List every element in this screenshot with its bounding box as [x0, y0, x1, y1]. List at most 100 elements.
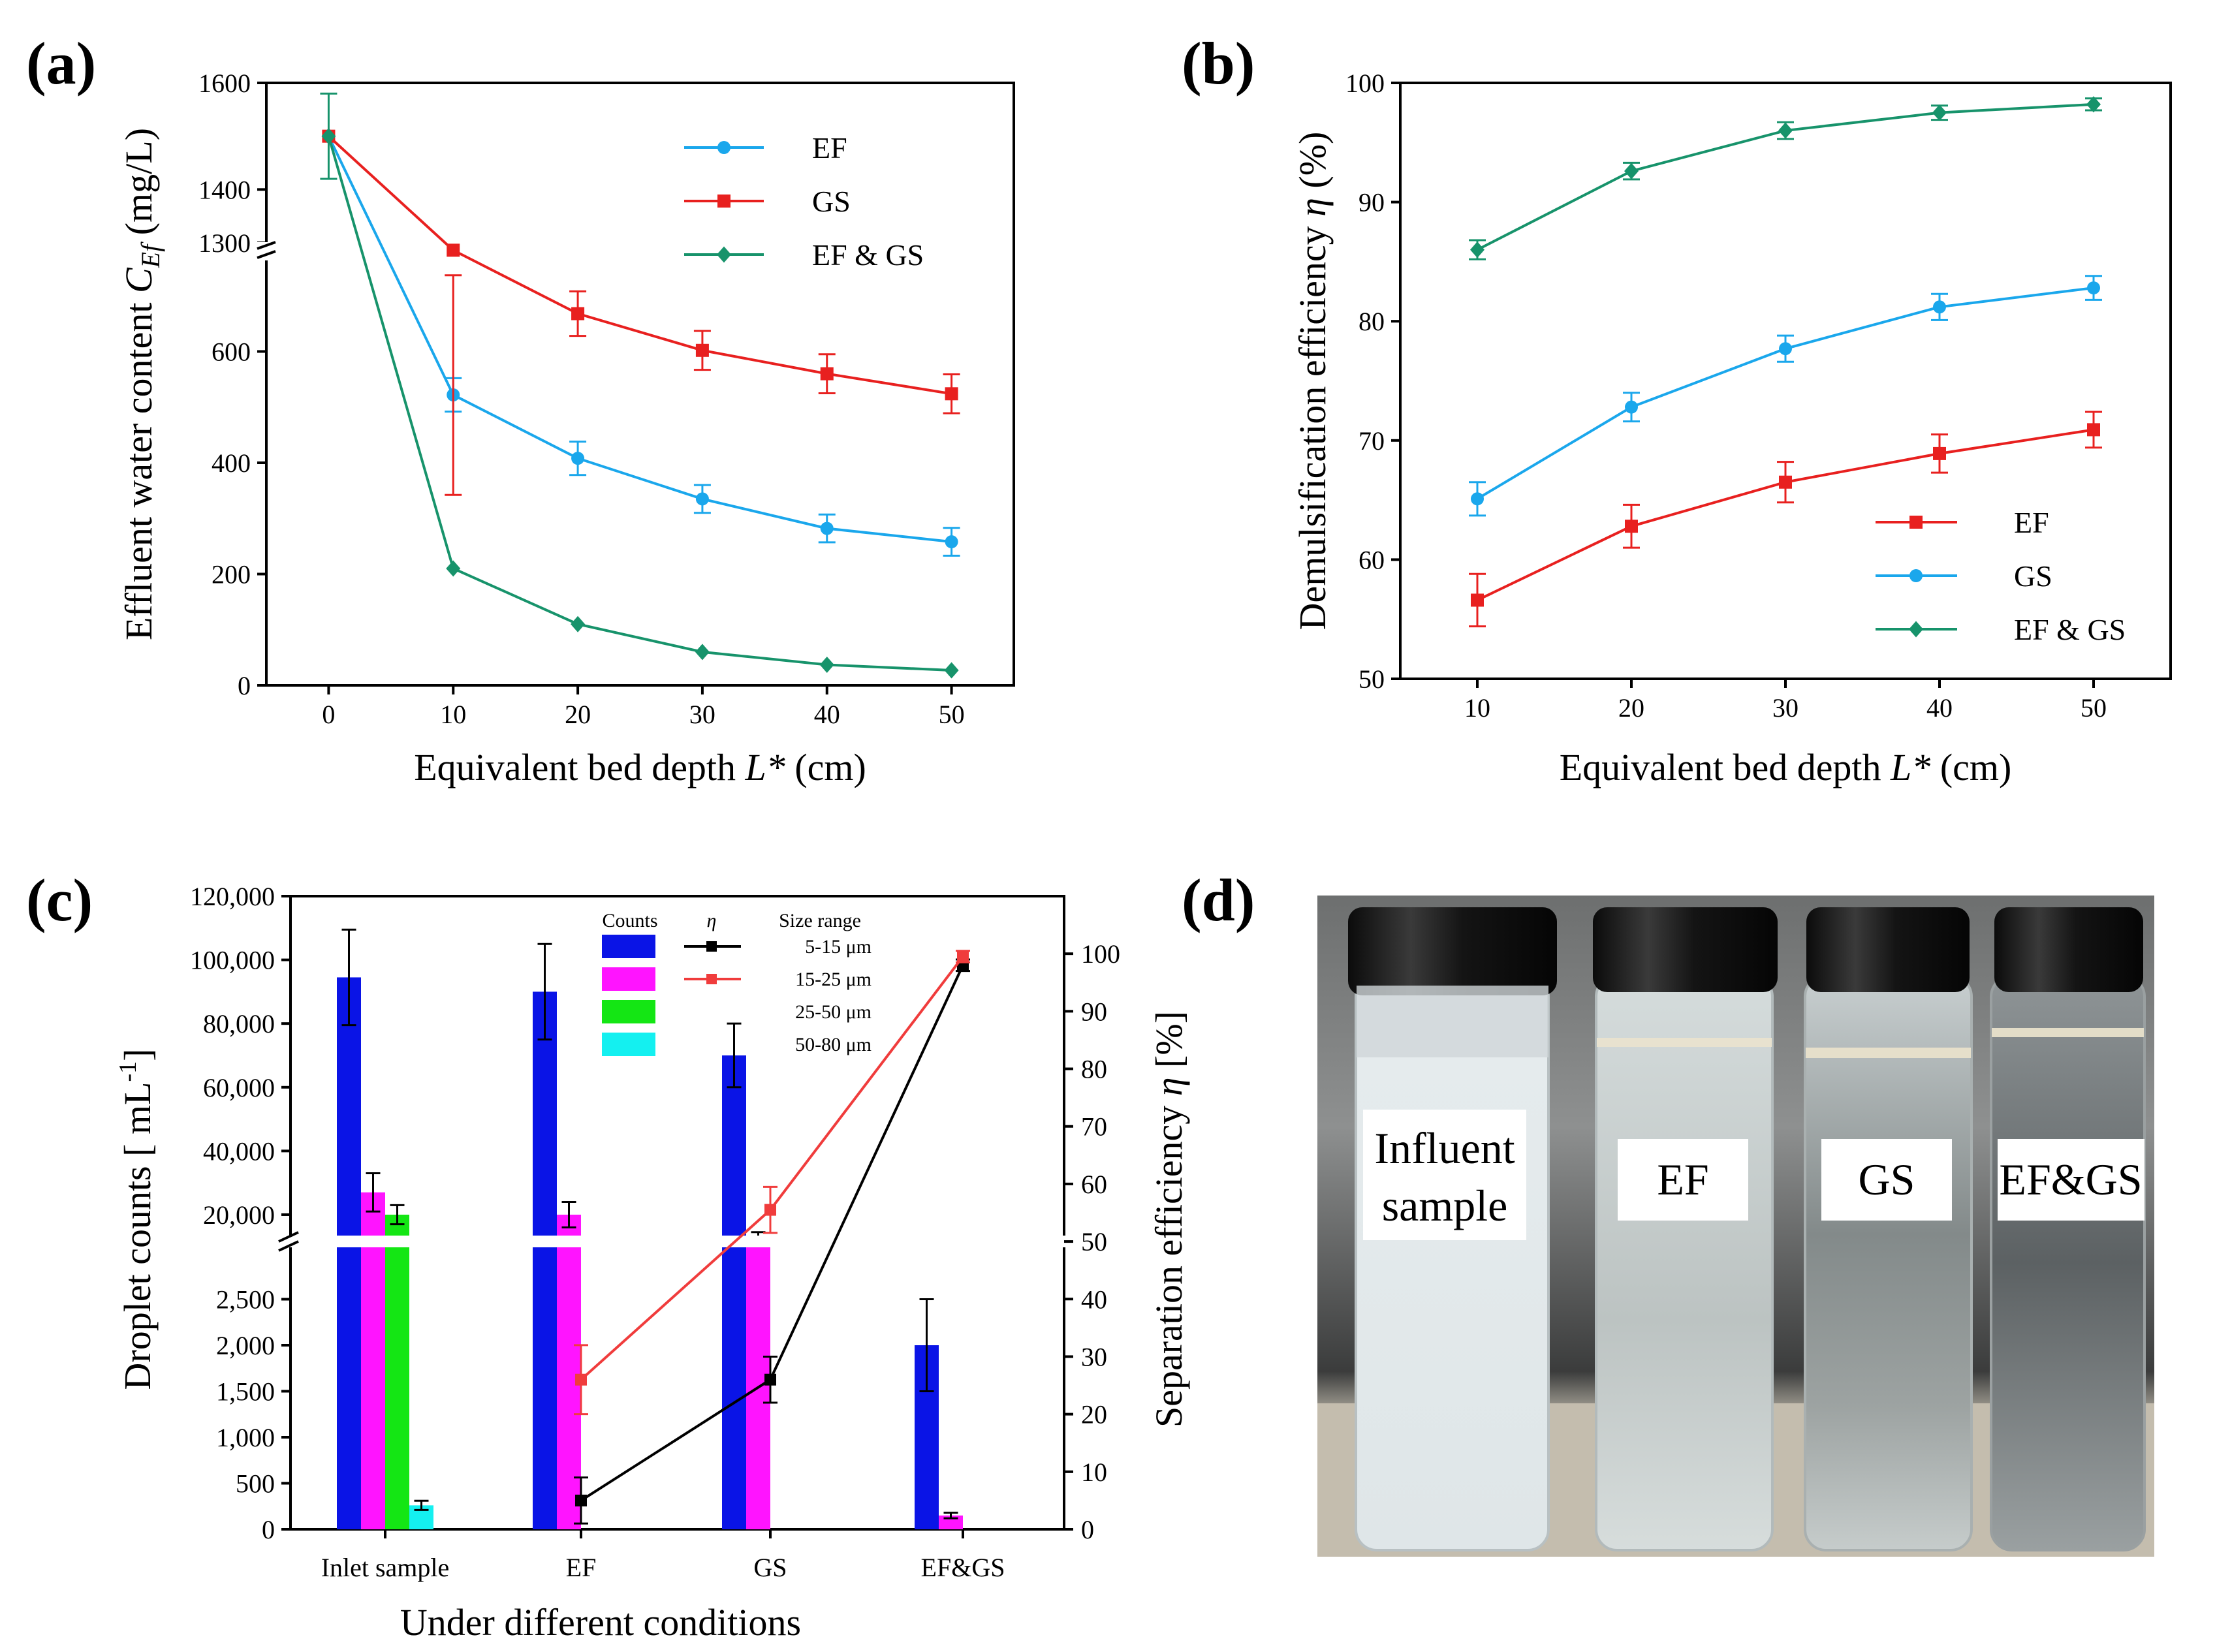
- legend-swatch: [602, 935, 655, 958]
- data-point: [321, 128, 336, 145]
- plot-frame: [265, 82, 1015, 687]
- legend-label: EF & GS: [812, 238, 924, 272]
- legend-label: GS: [2014, 559, 2052, 593]
- x-tick-label: EF&GS: [921, 1553, 1005, 1582]
- legend-label: 5-15 μm: [805, 936, 872, 958]
- data-point: [717, 141, 730, 154]
- bar-series-3: [385, 1204, 409, 1529]
- y-tick-label: 500: [236, 1469, 275, 1499]
- legend-label: GS: [812, 185, 851, 218]
- series-ef: [1469, 411, 2102, 628]
- vial-label-box: [1618, 1139, 1748, 1221]
- plot-frame: [1399, 82, 2172, 680]
- y2-tick-label: 60: [1081, 1170, 1107, 1199]
- y-tick-label: 60: [1359, 545, 1385, 574]
- y-tick-label: 0: [262, 1515, 275, 1544]
- vial-cap: [1994, 907, 2143, 992]
- data-point: [1779, 342, 1792, 356]
- data-point: [944, 662, 959, 679]
- data-point: [447, 243, 460, 257]
- panel-label-b: (b): [1182, 30, 1255, 97]
- data-point: [1779, 475, 1792, 489]
- series-line: [1477, 428, 2094, 602]
- data-point: [695, 644, 710, 661]
- data-point: [1909, 516, 1923, 529]
- x-tick-label: 50: [2081, 693, 2107, 723]
- bar: [337, 977, 361, 1529]
- photo-vials: Influent sample EF GS EF&GS: [1317, 896, 2154, 1557]
- data-point: [945, 387, 958, 401]
- panel-label-a: (a): [26, 30, 96, 97]
- chart-a: 0 10 20 30 40 50 0 200 400 600 1300 1400 1600 Equival…: [118, 69, 1015, 788]
- series-line: [328, 135, 952, 396]
- y2-axis-label: Separation efficiency η [%]: [1148, 1011, 1190, 1427]
- data-point: [446, 560, 461, 577]
- data-point: [2086, 96, 2101, 113]
- data-point: [1625, 520, 1638, 533]
- legend-header: Size range: [779, 910, 861, 931]
- vial-gs: GS: [1804, 907, 1973, 1551]
- y-tick-label: 1300: [198, 228, 251, 258]
- x-tick-label: 0: [322, 700, 335, 729]
- bar-series-4: [409, 1499, 433, 1529]
- y-tick-label: 2,000: [216, 1331, 275, 1360]
- series-gs: [322, 129, 960, 496]
- x-tick-label: 50: [939, 700, 965, 729]
- vial-cap: [1806, 907, 1970, 992]
- vial-oil-band: [1806, 1048, 1971, 1058]
- vial-body: [1804, 974, 1973, 1551]
- legend-label: 25-50 μm: [795, 1001, 872, 1023]
- data-point: [706, 941, 717, 952]
- legend-label: 15-25 μm: [795, 969, 872, 990]
- x-tick-label: Inlet sample: [321, 1553, 450, 1582]
- vial-influent: Influent sample: [1348, 907, 1557, 1551]
- vial-ef: EF: [1593, 907, 1778, 1551]
- legend-label: EF & GS: [2014, 613, 2126, 646]
- chart-b: 10 20 30 40 50 50 60 70 80 90 100 Equivalent bed de…: [1291, 69, 2172, 788]
- data-point: [571, 616, 586, 632]
- vial-label-line1: Influent: [1374, 1123, 1515, 1173]
- y-tick-label: 40,000: [203, 1136, 275, 1166]
- legend: Counts η Size range 5-15 μm 15-25 μm 25-50 μm…: [602, 910, 872, 1056]
- x-tick-label: 10: [440, 700, 466, 729]
- data-point: [819, 656, 834, 673]
- vial-label-box: [1821, 1139, 1952, 1221]
- series-ef-gs: [320, 92, 959, 679]
- panel-label-d: (d): [1182, 867, 1255, 933]
- data-point: [957, 950, 969, 963]
- y-tick-label: 1,500: [216, 1377, 275, 1407]
- x-axis-label: Equivalent bed depth L* (cm): [414, 746, 866, 788]
- x-axis-label: Under different conditions: [400, 1601, 801, 1644]
- y-tick-label: 50: [1359, 664, 1385, 694]
- axis-break-mark: [257, 250, 276, 259]
- y2-tick-label: 40: [1081, 1285, 1107, 1314]
- data-point: [764, 1373, 776, 1386]
- data-point: [1909, 621, 1923, 638]
- y-axis-label: Droplet counts [ mL-1]: [114, 1049, 159, 1390]
- bar-series-2: [361, 1172, 963, 1529]
- data-point: [764, 1204, 776, 1216]
- legend: EF GS EF & GS: [684, 131, 924, 272]
- y-tick-label: 80,000: [203, 1009, 275, 1038]
- legend-header: η: [707, 910, 717, 931]
- legend-swatch: [602, 967, 655, 991]
- series-ef-gs: [1469, 96, 2102, 260]
- legend-label: EF: [812, 131, 847, 164]
- y-tick-label: 80: [1359, 307, 1385, 336]
- data-point: [1778, 122, 1793, 139]
- data-point: [571, 452, 585, 465]
- x-tick-label: GS: [753, 1553, 787, 1582]
- data-point: [2087, 423, 2100, 437]
- data-point: [575, 1373, 587, 1386]
- legend-swatch: [602, 1033, 655, 1056]
- y2-tick-label: 30: [1081, 1342, 1107, 1371]
- data-point: [571, 307, 585, 320]
- data-point: [1625, 400, 1638, 414]
- y-tick-label: 1,000: [216, 1423, 275, 1452]
- data-point: [1909, 569, 1923, 582]
- y2-tick-label: 50: [1081, 1227, 1107, 1256]
- y-tick-label: 90: [1359, 188, 1385, 217]
- axis-break-band: [277, 1236, 1077, 1247]
- plot-frame: [289, 895, 1065, 1531]
